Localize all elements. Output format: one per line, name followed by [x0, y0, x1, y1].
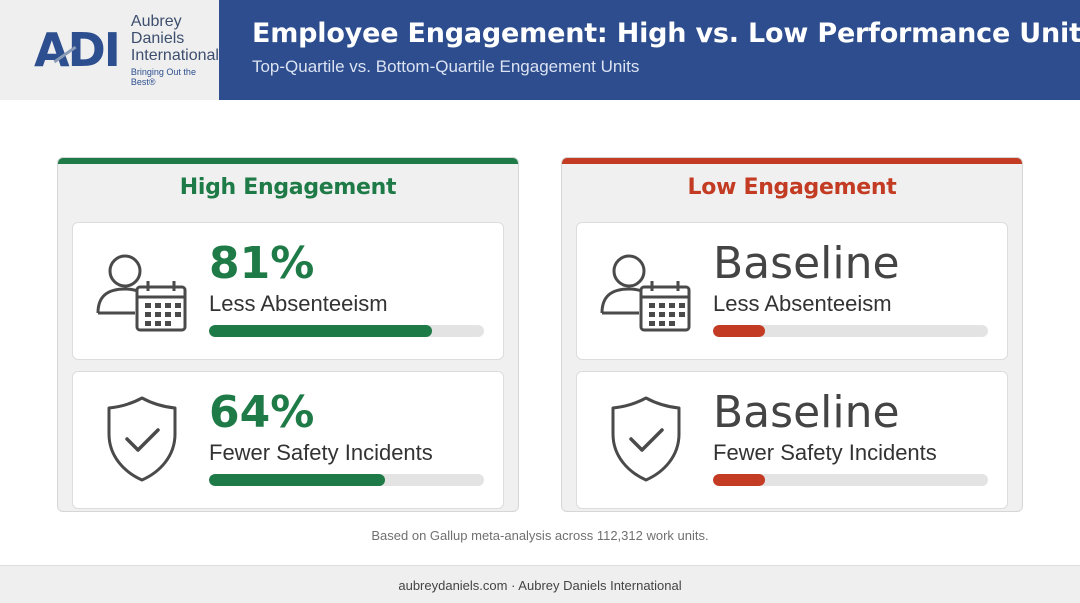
panel-title: High Engagement — [179, 175, 397, 200]
source-note: Based on Gallup meta-analysis across 112… — [371, 528, 709, 543]
person-calendar-icon — [95, 251, 189, 338]
progress-track — [713, 474, 988, 486]
panel-accent-bar — [562, 158, 1022, 164]
metric-label: Fewer Safety Incidents — [209, 440, 433, 465]
title-banner: Employee Engagement: High vs. Low Perfor… — [218, 0, 1080, 100]
metric-label: Less Absenteeism — [209, 291, 388, 316]
metric-value: 81% — [209, 238, 315, 289]
metric-label: Fewer Safety Incidents — [713, 440, 937, 465]
metric-card-absenteeism: 81% Less Absenteeism — [72, 222, 504, 360]
metric-value: Baseline — [713, 238, 900, 289]
progress-fill — [713, 325, 766, 337]
low-engagement-panel: Low Engagement Bas — [561, 157, 1023, 512]
metric-value: Baseline — [713, 387, 900, 438]
logo-mark: ADI — [34, 23, 121, 77]
progress-track — [209, 325, 484, 337]
logo-name-line1: Aubrey Daniels — [130, 13, 185, 47]
logo-name-line2: International — [130, 47, 219, 64]
progress-fill — [209, 325, 432, 337]
metric-card-safety: 64% Fewer Safety Incidents — [72, 371, 504, 509]
progress-fill — [209, 474, 385, 486]
person-calendar-icon — [599, 251, 693, 338]
logo[interactable]: ADI Aubrey Daniels International Bringin… — [0, 0, 219, 100]
panel-title: Low Engagement — [687, 175, 897, 200]
progress-track — [713, 325, 988, 337]
metric-label: Less Absenteeism — [713, 291, 892, 316]
metric-card-absenteeism: Baseline Less Absenteeism — [576, 222, 1008, 360]
footer: aubreydaniels.com · Aubrey Daniels Inter… — [0, 565, 1080, 603]
metric-card-safety: Baseline Fewer Safety Incidents — [576, 371, 1008, 509]
shield-check-icon — [105, 394, 179, 489]
logo-tagline: Bringing Out the Best® — [130, 67, 196, 87]
logo-text: Aubrey Daniels International Bringing Ou… — [131, 13, 219, 87]
metric-value: 64% — [209, 387, 315, 438]
progress-track — [209, 474, 484, 486]
footer-link[interactable]: aubreydaniels.com · Aubrey Daniels Inter… — [398, 578, 682, 593]
header: ADI Aubrey Daniels International Bringin… — [0, 0, 1080, 100]
shield-check-icon — [609, 394, 683, 489]
page-subtitle: Top-Quartile vs. Bottom-Quartile Engagem… — [251, 57, 640, 76]
page-title: Employee Engagement: High vs. Low Perfor… — [251, 18, 1080, 49]
panel-accent-bar — [58, 158, 518, 164]
high-engagement-panel: High Engagement 81 — [57, 157, 519, 512]
progress-fill — [713, 474, 766, 486]
main-content: High Engagement 81 — [0, 100, 1080, 565]
